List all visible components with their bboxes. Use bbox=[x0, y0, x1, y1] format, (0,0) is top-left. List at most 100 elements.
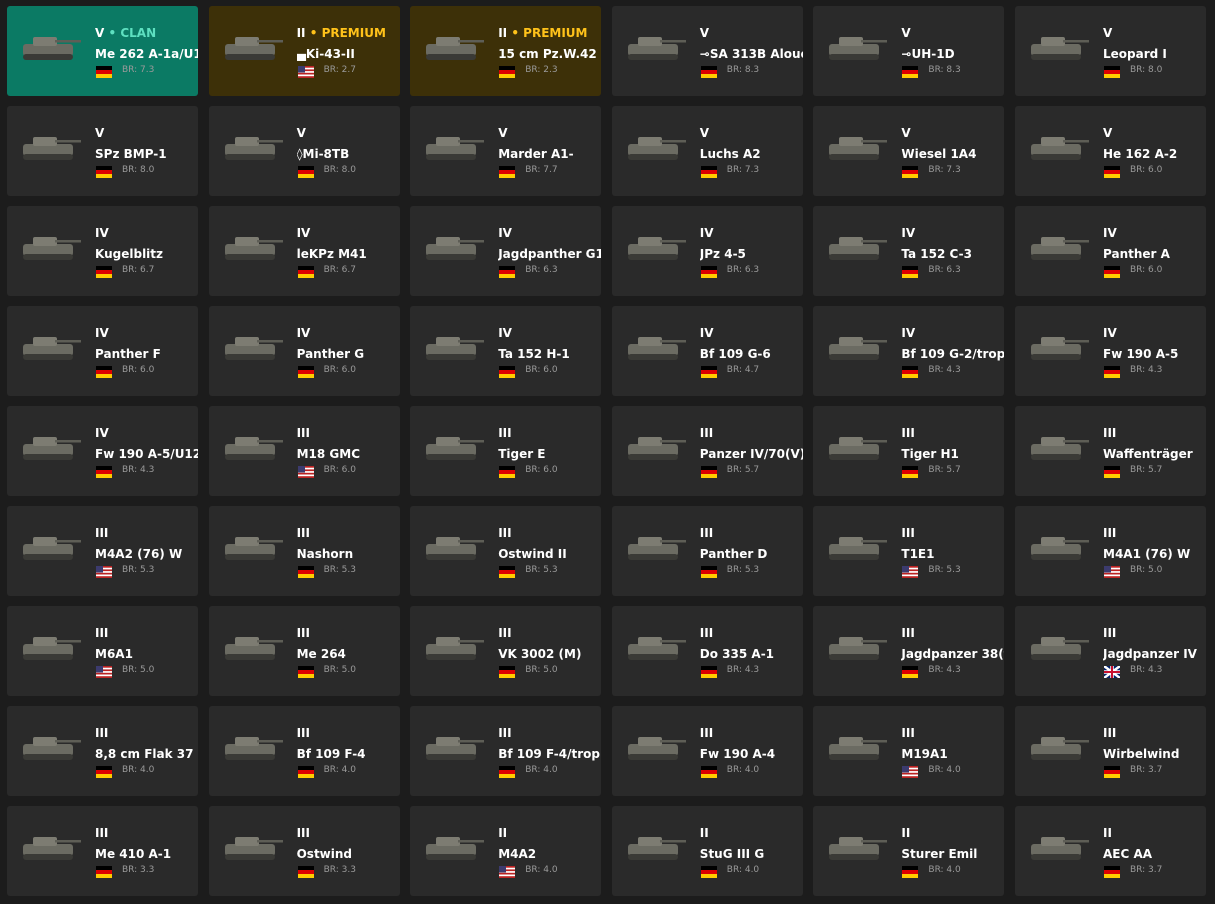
vehicle-card[interactable]: V ◊Mi-8TB BR: 8.0 bbox=[208, 106, 400, 196]
rank: III bbox=[297, 726, 310, 740]
rank: III bbox=[297, 626, 310, 640]
country-flag bbox=[297, 566, 314, 578]
vehicle-card[interactable]: III 8,8 cm Flak 37 Sfl. BR: 4.0 bbox=[7, 706, 198, 796]
vehicle-card[interactable]: III Bf 109 F-4/trop BR: 4.0 bbox=[410, 706, 602, 796]
battle-rating: BR: 5.7 bbox=[928, 465, 961, 475]
vehicle-name: ⊸UH-1D bbox=[901, 47, 955, 61]
rank: IV bbox=[498, 226, 512, 240]
vehicle-card[interactable]: IV Bf 109 G-2/trop BR: 4.3 bbox=[813, 306, 1005, 396]
vehicle-name: JPz 4-5 bbox=[699, 247, 746, 261]
vehicle-name: VK 3002 (M) bbox=[498, 647, 582, 661]
rank-numeral: IV bbox=[699, 326, 714, 340]
vehicle-card[interactable]: II • PREMIUM ▄Ki-43-II BR: 2.7 bbox=[208, 6, 400, 96]
rank-numeral: IV bbox=[901, 226, 916, 240]
vehicle-card[interactable]: V ⊸UH-1D BR: 8.3 bbox=[813, 6, 1005, 96]
vehicle-card[interactable]: III Jagdpanzer 38(t) BR: 4.3 bbox=[813, 606, 1005, 696]
vehicle-card[interactable]: IV Fw 190 A-5 BR: 4.3 bbox=[1015, 306, 1206, 396]
vehicle-card[interactable]: IV Bf 109 G-6 BR: 4.7 bbox=[611, 306, 803, 396]
rank-numeral: III bbox=[1103, 426, 1117, 440]
vehicle-card[interactable]: III Fw 190 A-4 BR: 4.0 bbox=[611, 706, 803, 796]
vehicle-card[interactable]: III Nashorn BR: 5.3 bbox=[208, 506, 400, 596]
vehicle-card[interactable]: IV JPz 4-5 BR: 6.3 bbox=[611, 206, 803, 296]
battle-rating: BR: 4.0 bbox=[726, 865, 760, 875]
vehicle-card[interactable]: IV leKPz M41 BR: 6.7 bbox=[208, 206, 400, 296]
vehicle-name: Panther F bbox=[95, 347, 161, 361]
rank: IV bbox=[95, 226, 109, 240]
country-flag bbox=[1104, 666, 1120, 678]
vehicle-card[interactable]: III Ostwind BR: 3.3 bbox=[208, 806, 400, 896]
rank-numeral: III bbox=[95, 626, 109, 640]
rank: III bbox=[901, 426, 914, 440]
vehicle-card[interactable]: III M18 GMC BR: 6.0 bbox=[208, 406, 400, 496]
vehicle-card[interactable]: III Me 410 A-1 BR: 3.3 bbox=[7, 806, 198, 896]
vehicle-card[interactable]: III M6A1 BR: 5.0 bbox=[7, 606, 198, 696]
vehicle-card[interactable]: V Leopard I BR: 8.0 bbox=[1015, 6, 1206, 96]
vehicle-card[interactable]: II • PREMIUM 15 cm Pz.W.42 BR: 2.3 bbox=[410, 6, 602, 96]
vehicle-card[interactable]: III M19A1 BR: 4.0 bbox=[813, 706, 1005, 796]
vehicle-name: ⊸SA 313B Alouett bbox=[699, 47, 803, 61]
vehicle-name: Jagdpanther G1 bbox=[498, 247, 602, 261]
vehicle-card[interactable]: III Jagdpanzer IV BR: 4.3 bbox=[1015, 606, 1206, 696]
rank-numeral: III bbox=[699, 426, 714, 440]
rank-numeral: III bbox=[901, 726, 915, 740]
vehicle-card[interactable]: V • CLAN Me 262 A-1a/U1 BR: 7.3 bbox=[7, 6, 198, 96]
vehicle-card[interactable]: V Luchs A2 BR: 7.3 bbox=[611, 106, 803, 196]
rank: III bbox=[498, 526, 511, 540]
rank-numeral: IV bbox=[1103, 226, 1117, 240]
vehicle-card[interactable]: III Do 335 A-1 BR: 4.3 bbox=[611, 606, 803, 696]
vehicle-card[interactable]: III M4A2 (76) W BR: 5.3 bbox=[7, 506, 198, 596]
vehicle-card[interactable]: II Sturer Emil BR: 4.0 bbox=[813, 806, 1005, 896]
vehicle-card[interactable]: III Tiger H1 BR: 5.7 bbox=[813, 406, 1005, 496]
battle-rating: BR: 8.3 bbox=[928, 65, 961, 75]
rank: IV bbox=[95, 426, 109, 440]
vehicle-card[interactable]: III Panzer IV/70(V) BR: 5.7 bbox=[611, 406, 803, 496]
vehicle-name: Wiesel 1A4 bbox=[901, 147, 977, 161]
vehicle-image bbox=[627, 837, 686, 860]
vehicle-card[interactable]: IV Ta 152 C-3 BR: 6.3 bbox=[813, 206, 1005, 296]
vehicle-card[interactable]: IV Kugelblitz BR: 6.7 bbox=[7, 206, 198, 296]
country-flag bbox=[902, 166, 919, 178]
battle-rating: BR: 7.3 bbox=[928, 165, 961, 175]
vehicle-card[interactable]: III Me 264 BR: 5.0 bbox=[208, 606, 400, 696]
vehicle-card[interactable]: V SPz BMP-1 BR: 8.0 bbox=[7, 106, 198, 196]
vehicle-card[interactable]: III Bf 109 F-4 BR: 4.0 bbox=[208, 706, 400, 796]
vehicle-card[interactable]: IV Panther F BR: 6.0 bbox=[7, 306, 198, 396]
vehicle-card[interactable]: IV Panther G BR: 6.0 bbox=[208, 306, 400, 396]
vehicle-card[interactable]: III Tiger E BR: 6.0 bbox=[410, 406, 602, 496]
vehicle-image bbox=[1031, 837, 1089, 860]
vehicle-card[interactable]: III Panther D BR: 5.3 bbox=[611, 506, 803, 596]
vehicle-name: Tiger E bbox=[498, 447, 546, 461]
vehicle-card[interactable]: V He 162 A-2 BR: 6.0 bbox=[1015, 106, 1206, 196]
vehicle-card[interactable]: II AEC AA BR: 3.7 bbox=[1015, 806, 1206, 896]
vehicle-card[interactable]: II M4A2 BR: 4.0 bbox=[410, 806, 602, 896]
rank-numeral: III bbox=[699, 626, 714, 640]
vehicle-card[interactable]: III T1E1 BR: 5.3 bbox=[813, 506, 1005, 596]
rank-numeral: III bbox=[296, 526, 310, 540]
vehicle-image bbox=[224, 237, 283, 260]
vehicle-card[interactable]: III Wirbelwind BR: 3.7 bbox=[1015, 706, 1206, 796]
vehicle-card[interactable]: V ⊸SA 313B Alouett BR: 8.3 bbox=[611, 6, 803, 96]
vehicle-card[interactable]: IV Ta 152 H-1 BR: 6.0 bbox=[410, 306, 602, 396]
rank-numeral: III bbox=[95, 826, 109, 840]
rank-numeral: III bbox=[296, 426, 310, 440]
vehicle-card[interactable]: IV Fw 190 A-5/U12 BR: 4.3 bbox=[7, 406, 198, 496]
vehicle-card[interactable]: III M4A1 (76) W BR: 5.0 bbox=[1015, 506, 1206, 596]
vehicle-card[interactable]: III VK 3002 (M) BR: 5.0 bbox=[410, 606, 602, 696]
vehicle-card[interactable]: III Ostwind II BR: 5.3 bbox=[410, 506, 602, 596]
vehicle-card[interactable]: IV Jagdpanther G1 BR: 6.3 bbox=[410, 206, 602, 296]
vehicle-name: leKPz M41 bbox=[296, 247, 367, 261]
vehicle-card[interactable]: II StuG III G BR: 4.0 bbox=[611, 806, 803, 896]
vehicle-card[interactable]: V Wiesel 1A4 BR: 7.3 bbox=[813, 106, 1005, 196]
rank-numeral: II bbox=[699, 826, 709, 840]
rank: V bbox=[901, 126, 910, 140]
vehicle-card[interactable]: III Waffenträger BR: 5.7 bbox=[1015, 406, 1206, 496]
vehicle-name: Nashorn bbox=[296, 547, 354, 561]
vehicle-image bbox=[426, 737, 485, 760]
vehicle-card[interactable]: IV Panther A BR: 6.0 bbox=[1015, 206, 1206, 296]
country-flag bbox=[700, 466, 717, 478]
vehicle-image bbox=[426, 337, 485, 360]
battle-rating: BR: 6.0 bbox=[1130, 265, 1163, 275]
vehicle-card[interactable]: V Marder A1- BR: 7.7 bbox=[410, 106, 602, 196]
vehicle-tag: CLAN bbox=[120, 26, 157, 40]
